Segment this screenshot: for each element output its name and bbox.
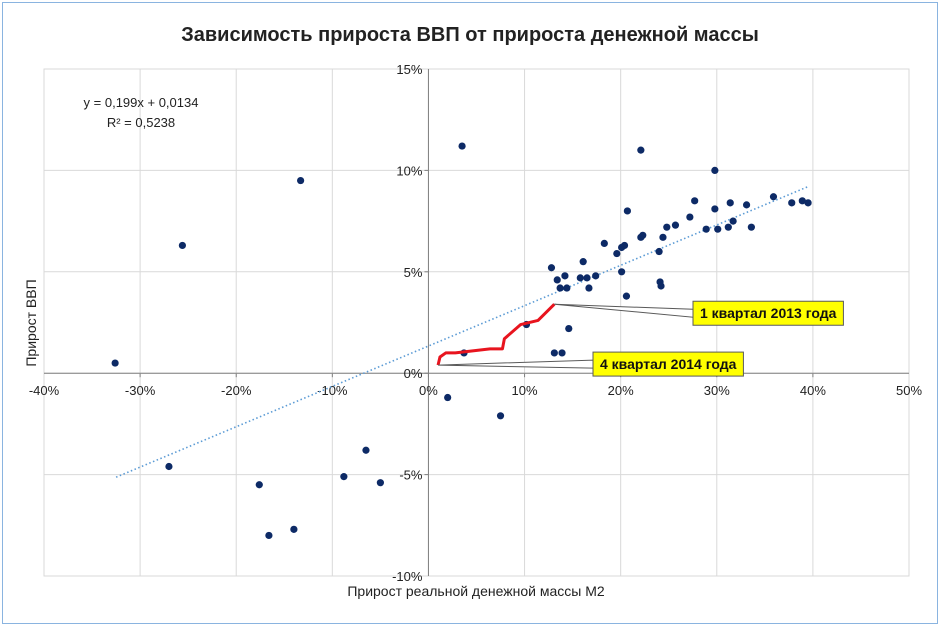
data-point	[565, 324, 573, 333]
data-point	[592, 272, 600, 280]
data-point	[340, 473, 348, 481]
scatter-chart: -40% -30% -20% -10% 0% 10% 20% 30% 40% 50% -10% -5%…	[23, 24, 923, 599]
y-tick-label: 15%	[396, 62, 422, 77]
x-tick-label: 20%	[608, 383, 634, 398]
x-axis-title: Прирост реальной денежной массы М2	[347, 583, 605, 599]
data-point	[691, 197, 699, 205]
callout-pointer	[438, 359, 594, 369]
data-point	[804, 199, 812, 207]
y-tick-label: -5%	[399, 468, 423, 483]
y-tick-label: 10%	[396, 163, 422, 178]
y-tick-label: -10%	[392, 569, 423, 584]
y-tick-label: 5%	[404, 265, 423, 280]
data-point	[297, 176, 305, 185]
callout-box	[692, 300, 844, 326]
data-point	[579, 258, 587, 266]
data-point	[618, 268, 626, 276]
chart-title: Зависимость прироста ВВП от прироста ден…	[181, 24, 759, 46]
data-point	[659, 233, 667, 241]
data-point	[111, 359, 119, 367]
plot-area-border	[43, 68, 910, 577]
y-axis-title: Прирост ВВП	[23, 279, 39, 366]
data-point	[496, 412, 505, 420]
data-point	[622, 292, 631, 300]
data-point	[798, 197, 806, 205]
data-point	[663, 223, 671, 231]
data-point	[729, 217, 737, 225]
y-tick-label: 0%	[404, 366, 423, 381]
x-tick-label: -20%	[221, 383, 252, 398]
x-tick-label: -40%	[29, 383, 60, 398]
data-point	[747, 223, 755, 231]
data-point	[711, 166, 719, 174]
data-point	[714, 225, 722, 233]
x-tick-label: 30%	[704, 383, 730, 398]
x-tick-label: 0%	[419, 383, 438, 398]
data-point	[711, 205, 719, 213]
data-points	[111, 142, 812, 540]
data-point	[165, 462, 173, 471]
data-point	[686, 213, 694, 221]
data-point	[788, 199, 796, 207]
data-point	[290, 525, 298, 533]
data-point	[376, 479, 384, 487]
data-point	[637, 146, 645, 154]
data-point	[655, 247, 663, 256]
data-point	[657, 282, 665, 290]
callout-text: 4 квартал 2014 года	[600, 356, 737, 372]
data-point	[726, 199, 734, 207]
x-tick-label: 50%	[896, 383, 922, 398]
data-point	[178, 241, 186, 250]
x-tick-label: -30%	[125, 383, 156, 398]
data-point	[558, 349, 566, 357]
data-point	[600, 239, 608, 248]
data-point	[265, 531, 273, 540]
highlight-path	[436, 303, 556, 366]
data-point	[561, 272, 569, 280]
callouts: 1 квартал 2013 года 4 квартал 2014 года	[438, 300, 844, 377]
data-point	[671, 221, 680, 229]
data-point	[556, 284, 564, 292]
data-point	[620, 241, 629, 250]
data-point	[576, 274, 584, 282]
callout-box	[592, 351, 744, 377]
data-point	[255, 481, 263, 489]
x-tick-label: -10%	[317, 383, 348, 398]
data-point	[583, 274, 591, 282]
trendline-r-squared: R² = 0,5238	[107, 115, 175, 130]
x-tick-label: 40%	[800, 383, 826, 398]
data-point	[553, 276, 561, 284]
data-point	[639, 231, 647, 239]
trendline-equation: y = 0,199x + 0,0134	[84, 95, 199, 110]
trendline	[115, 185, 809, 478]
data-point	[702, 225, 710, 233]
callout-text: 1 квартал 2013 года	[700, 305, 837, 321]
data-point	[458, 142, 466, 150]
data-point	[724, 223, 732, 231]
data-point	[563, 284, 571, 292]
data-point	[742, 201, 751, 209]
data-point	[585, 284, 593, 292]
data-point	[613, 249, 621, 258]
tick-labels: -40% -30% -20% -10% 0% 10% 20% 30% 40% 50% -10% -5%…	[29, 62, 923, 584]
data-point	[769, 193, 778, 201]
data-point	[550, 349, 558, 357]
data-point	[444, 393, 452, 402]
x-tick-label: 10%	[512, 383, 538, 398]
callout-pointer	[554, 303, 694, 318]
data-point	[623, 207, 631, 215]
data-point	[362, 446, 370, 454]
data-point	[547, 264, 556, 272]
